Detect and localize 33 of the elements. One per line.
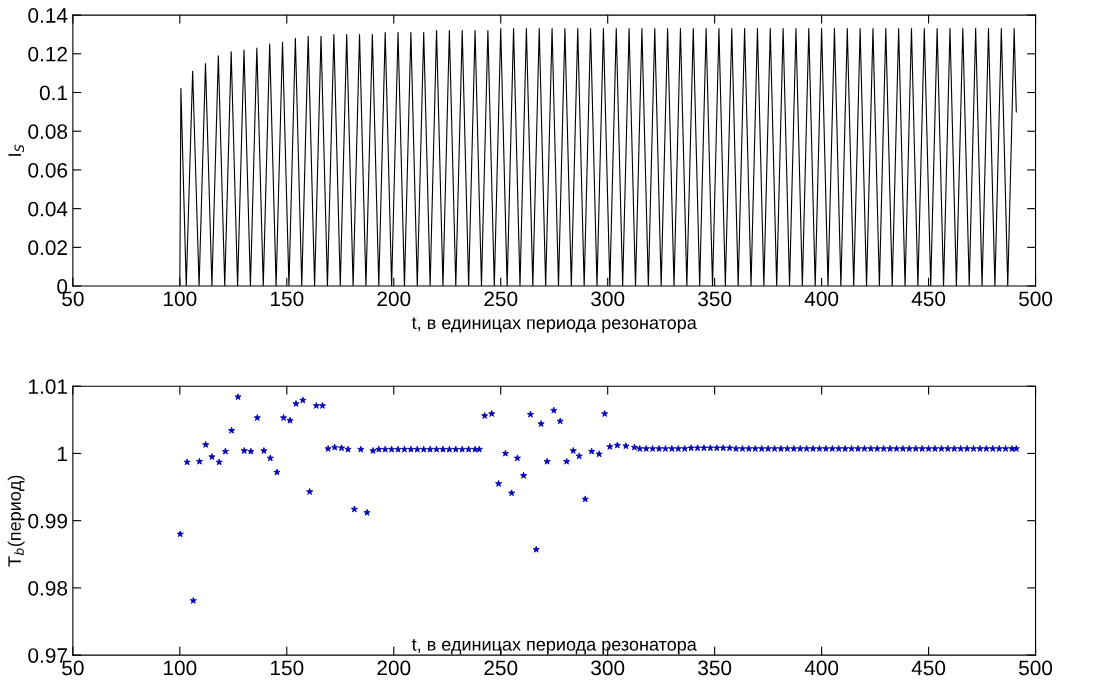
y-tick-label: 0.99 <box>28 513 68 529</box>
x-tick-label: 300 <box>591 660 625 676</box>
x-tick-label: 100 <box>164 291 197 307</box>
y-tick-label: 0.08 <box>28 124 68 139</box>
x-tick-label: 100 <box>164 660 197 676</box>
y-tick-label: 0.12 <box>28 46 67 62</box>
y-tick-label: 0.14 <box>28 8 68 23</box>
y-axis-title: T$_{b}$(период) <box>7 475 25 567</box>
x-tick-label: 400 <box>804 291 839 307</box>
x-tick-label: 300 <box>591 291 625 307</box>
x-tick-label: 200 <box>377 291 411 307</box>
x-tick-label: 200 <box>377 660 411 676</box>
y-axis-title: I$_{S}$ <box>8 144 25 156</box>
x-tick-label: 150 <box>271 660 304 676</box>
x-tick-label: 350 <box>698 291 732 307</box>
x-axis-title: t, в единицах периода резонатора <box>411 638 697 655</box>
x-tick-label: 450 <box>911 291 946 307</box>
y-tick-label: 0.04 <box>28 201 68 217</box>
x-tick-label: 350 <box>698 660 732 676</box>
x-tick-label: 150 <box>271 291 304 307</box>
y-tick-label: 1.01 <box>29 379 67 394</box>
y-tick-label: 1 <box>58 446 67 461</box>
x-tick-label: 400 <box>804 660 839 676</box>
x-tick-label: 250 <box>484 660 518 676</box>
y-tick-label: 0.1 <box>39 85 67 101</box>
x-tick-label: 500 <box>1019 660 1053 676</box>
x-tick-label: 500 <box>1019 291 1053 307</box>
x-tick-label: 450 <box>911 660 946 676</box>
y-tick-label: 0.06 <box>28 162 68 178</box>
x-tick-label: 250 <box>484 291 518 307</box>
x-axis-title: t, в единицах периода резонатора <box>411 317 697 333</box>
y-tick-label: 0.02 <box>28 240 67 256</box>
y-tick-label: 0.98 <box>28 580 68 596</box>
